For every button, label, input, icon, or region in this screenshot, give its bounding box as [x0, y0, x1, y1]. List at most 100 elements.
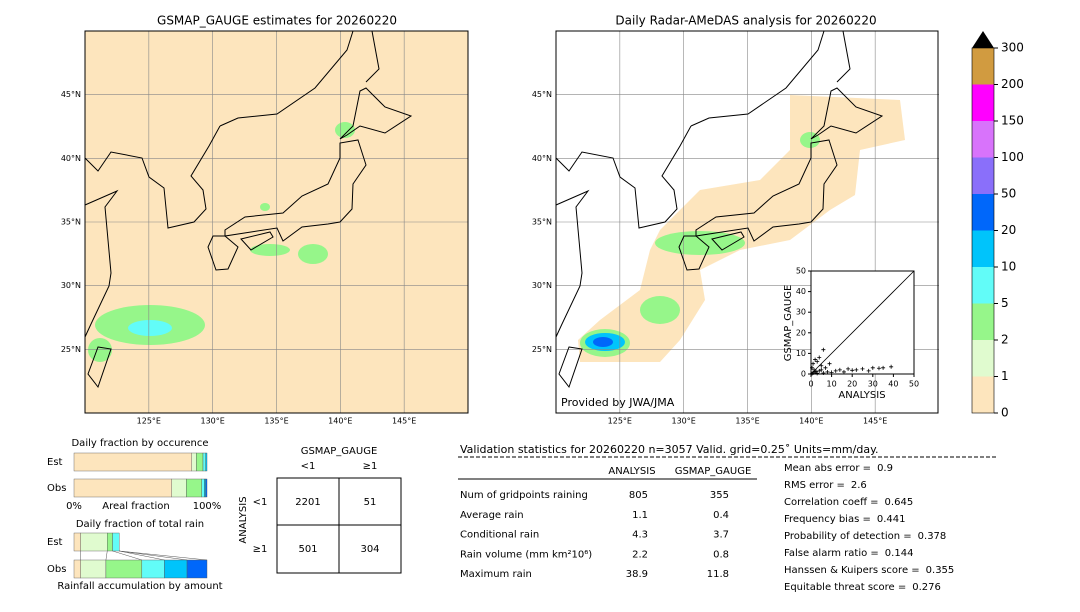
point — [881, 365, 886, 370]
bar-segment — [105, 559, 143, 579]
category-label: Est — [47, 537, 63, 548]
colorbar-label: 5 — [1001, 296, 1009, 310]
bar-segment — [186, 478, 202, 498]
map-title: Daily Radar-AMeDAS analysis for 20260220 — [615, 14, 876, 28]
point — [814, 369, 819, 374]
axis-label: Areal fraction — [102, 501, 169, 512]
point — [860, 366, 865, 371]
score: Frequency bias = 0.441 — [784, 514, 906, 525]
fraction-charts: Daily fraction by occurence Areal fracti… — [47, 438, 223, 592]
stat-value: 3.7 — [713, 530, 729, 541]
cell: 501 — [298, 544, 317, 555]
stat-value: 0.4 — [713, 510, 729, 521]
x-tick-label: 50 — [909, 380, 919, 389]
score: Equitable threat score = 0.276 — [784, 582, 941, 593]
lon-label: 145°E — [863, 417, 887, 426]
connector — [119, 550, 165, 561]
map-title: GSMAP_GAUGE estimates for 20260220 — [157, 14, 397, 28]
bar-segment — [107, 532, 113, 552]
x-tick-label: 0 — [808, 380, 813, 389]
color-step — [972, 84, 994, 121]
point — [876, 366, 881, 371]
colorbar-label: 200 — [1001, 77, 1024, 91]
bar-segment — [164, 559, 188, 579]
rain-area — [128, 320, 172, 336]
y-tick-label: 10 — [796, 349, 806, 358]
stat-value: 0.8 — [713, 549, 729, 560]
bar-segment — [73, 452, 192, 472]
cell: 51 — [364, 497, 377, 508]
point — [810, 365, 815, 370]
colorbar-label: 2 — [1001, 333, 1009, 347]
stat-value: 805 — [629, 490, 648, 501]
point — [841, 369, 846, 374]
bar-segment — [112, 532, 120, 552]
bar-segment — [80, 532, 108, 552]
lat-label: 35°N — [61, 218, 81, 227]
bar-segment — [202, 452, 206, 472]
score-label: Frequency bias = — [784, 514, 871, 525]
lat-label: 40°N — [61, 154, 81, 163]
colorbar-label: 1 — [1001, 369, 1009, 383]
col-header: GSMAP_GAUGE — [675, 466, 752, 477]
point — [846, 366, 851, 371]
bar-segment — [201, 478, 205, 498]
score-value: 0.441 — [877, 514, 906, 525]
stat-value: 11.8 — [707, 569, 729, 580]
color-step — [972, 230, 994, 267]
rain-area — [593, 337, 613, 347]
lon-label: 130°E — [672, 417, 696, 426]
map-frame — [84, 30, 469, 414]
point — [813, 357, 818, 362]
y-tick-label: 30 — [796, 308, 806, 317]
y-tick-label: 50 — [796, 267, 806, 276]
colorbar-label: 150 — [1001, 114, 1024, 128]
lat-label: 35°N — [532, 218, 552, 227]
color-step — [972, 303, 994, 340]
colorbar-label: 10 — [1001, 260, 1016, 274]
score: False alarm ratio = 0.144 — [784, 548, 913, 559]
stat-value: 38.9 — [626, 569, 648, 580]
lon-label: 140°E — [328, 417, 352, 426]
y-tick-label: 20 — [796, 328, 806, 337]
col-label: <1 — [301, 461, 316, 472]
category-label: Est — [47, 457, 63, 468]
bar-segment — [191, 452, 197, 472]
col-header: ANALYSIS — [608, 466, 655, 477]
bar-segment — [73, 532, 81, 552]
connector — [119, 550, 188, 561]
point — [827, 361, 832, 366]
row-label: Maximum rain — [460, 569, 532, 580]
point — [866, 368, 871, 373]
score: Mean abs error = 0.9 — [784, 463, 893, 474]
row-label: Rain volume (mm km²10⁶) — [460, 549, 592, 560]
axis-label: GSMAP_GAUGE — [783, 285, 794, 362]
x-tick-label: 0% — [66, 501, 82, 512]
connector — [119, 550, 208, 561]
color-step — [972, 194, 994, 231]
point — [850, 368, 855, 373]
score: Hanssen & Kuipers score = 0.355 — [784, 565, 954, 576]
point — [815, 359, 820, 364]
bar-segment — [205, 478, 208, 498]
point — [819, 367, 824, 372]
lon-label: 135°E — [264, 417, 288, 426]
score-value: 0.355 — [926, 565, 955, 576]
x-tick-label: 20 — [847, 380, 857, 389]
credit: Provided by JWA/JMA — [561, 396, 675, 409]
y-tick-label: 0 — [801, 370, 806, 379]
point — [817, 368, 822, 373]
cell: 304 — [360, 544, 379, 555]
lon-label: 125°E — [137, 417, 161, 426]
row-label: Num of gridpoints raining — [460, 490, 588, 501]
bar-segment — [80, 559, 107, 579]
over-triangle — [972, 31, 994, 48]
score: RMS error = 2.6 — [784, 480, 867, 491]
point — [811, 361, 816, 366]
lon-label: 145°E — [392, 417, 416, 426]
stat-value: 1.1 — [632, 510, 648, 521]
chart-title: Daily fraction by occurence — [71, 438, 208, 449]
lat-label: 25°N — [532, 345, 552, 354]
point — [837, 367, 842, 372]
